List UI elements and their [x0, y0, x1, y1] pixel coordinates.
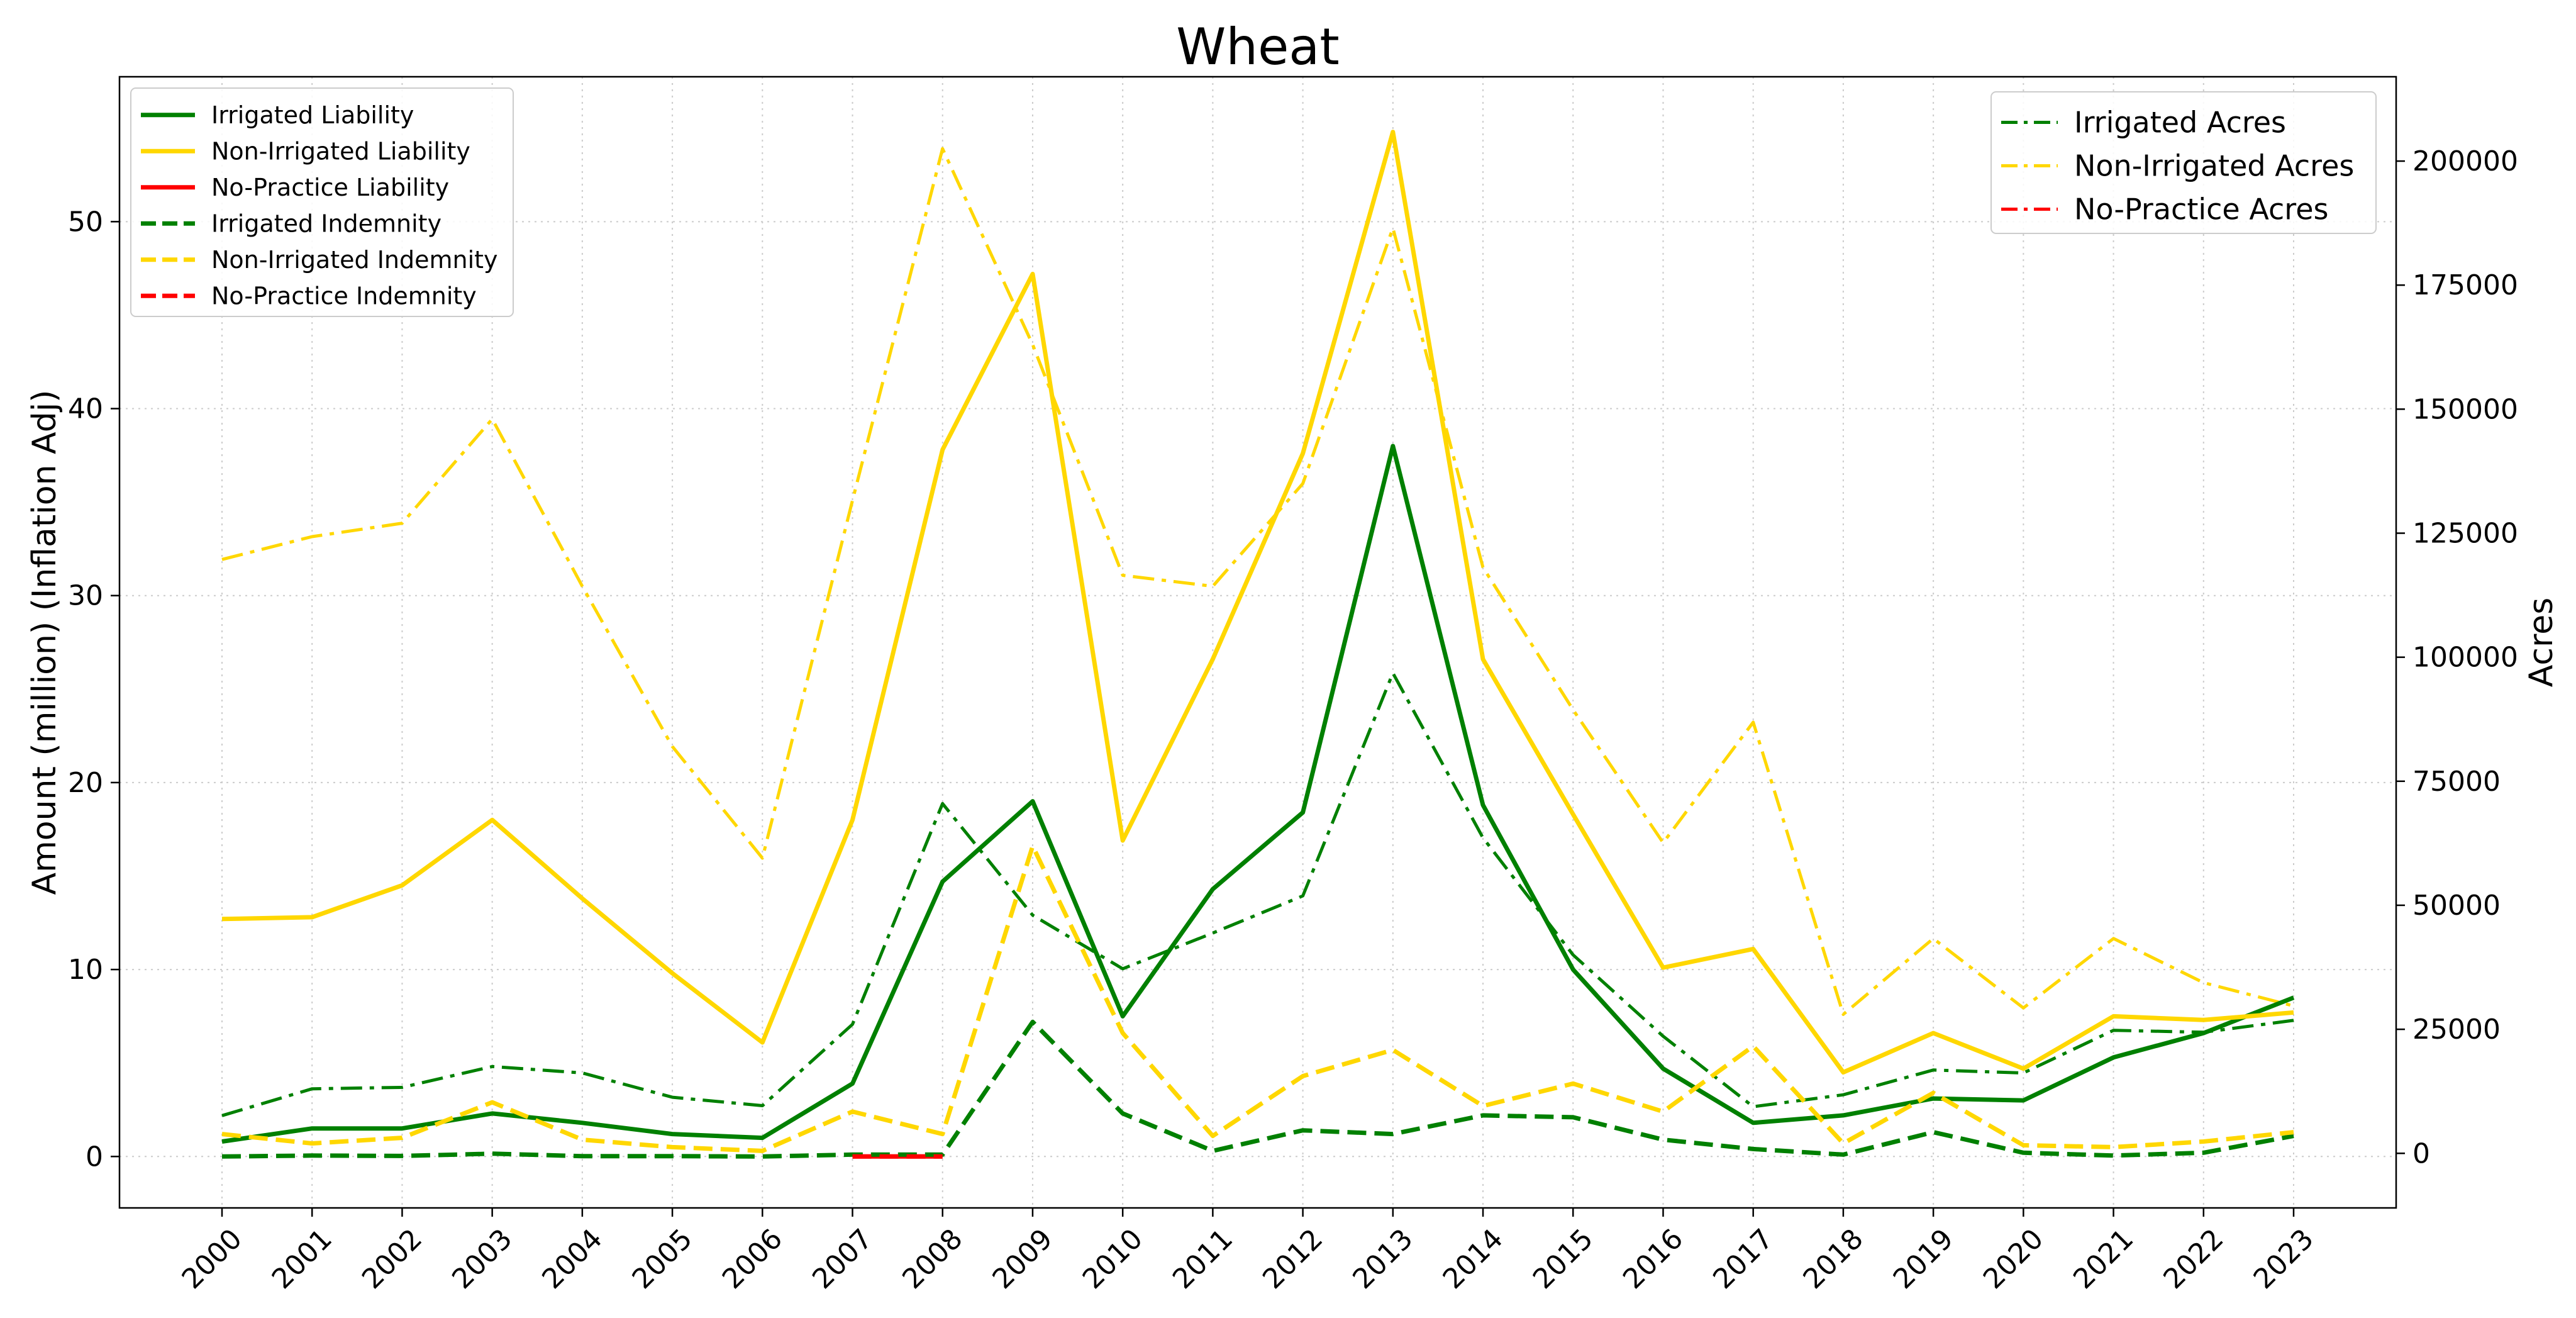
legend-left: Irrigated Liability Non-Irrigated Liabili…: [130, 87, 514, 317]
y-tick-label-left: 0: [86, 1141, 103, 1173]
y-tick-label-right: 100000: [2412, 642, 2518, 674]
legend-label: No-Practice Liability: [211, 174, 449, 201]
y-tick-label-right: 200000: [2412, 145, 2518, 177]
series-line-non-irrigated-acres: [221, 147, 2294, 1016]
series-line-non-irrigated-liability: [221, 130, 2294, 1075]
y-tick-label-right: 125000: [2412, 518, 2518, 550]
legend-label: Irrigated Indemnity: [211, 210, 441, 238]
y-tick-label-right: 25000: [2412, 1014, 2501, 1046]
plot-frame: [118, 75, 2397, 1209]
y-tick-label-left: 20: [68, 767, 103, 799]
y-tick-label-right: 75000: [2412, 766, 2501, 798]
y-axis-right: 0 25000 50000 75000 100000 125000 150000 175000…: [2396, 145, 2518, 1170]
y-tick-label-right: 150000: [2412, 393, 2518, 425]
y-tick-label-left: 10: [68, 954, 103, 986]
legend-label: Non-Irrigated Liability: [211, 138, 470, 165]
y-tick-label-left: 40: [68, 393, 103, 425]
y-tick-label-right: 175000: [2412, 269, 2518, 301]
series-line-non-irrigated-indemnity: [221, 844, 2294, 1153]
y-axis-label-left: Amount (million) (Inflation Adj): [26, 390, 64, 895]
y-axis-left: 0 10 20 30 40 50: [68, 206, 119, 1173]
legend-label: No-Practice Indemnity: [211, 282, 477, 310]
legend-label: Non-Irrigated Indemnity: [211, 246, 498, 274]
series-line-irrigated-acres: [221, 671, 2294, 1117]
legend-box: [1990, 91, 2377, 234]
legend-right: Irrigated Acres Non-Irrigated Acres No-Pra…: [1990, 91, 2377, 234]
chart-title: Wheat: [1176, 18, 1339, 76]
legend-label: Irrigated Liability: [211, 101, 414, 129]
series-layer: [221, 130, 2295, 1159]
legend-label: Irrigated Acres: [2074, 106, 2286, 140]
legend-label: No-Practice Acres: [2074, 193, 2328, 226]
y-axis-label-right: Acres: [2523, 598, 2560, 688]
grid: [119, 77, 2396, 1208]
legend-label: Non-Irrigated Acres: [2074, 149, 2354, 183]
y-tick-label-right: 50000: [2412, 890, 2501, 922]
series-line-irrigated-indemnity: [221, 1019, 2294, 1159]
legend-box: [130, 87, 514, 317]
y-tick-label-left: 30: [68, 580, 103, 612]
y-tick-label-right: 0: [2412, 1137, 2430, 1170]
series-line-irrigated-liability: [221, 444, 2295, 1144]
y-tick-label-left: 50: [68, 206, 103, 238]
